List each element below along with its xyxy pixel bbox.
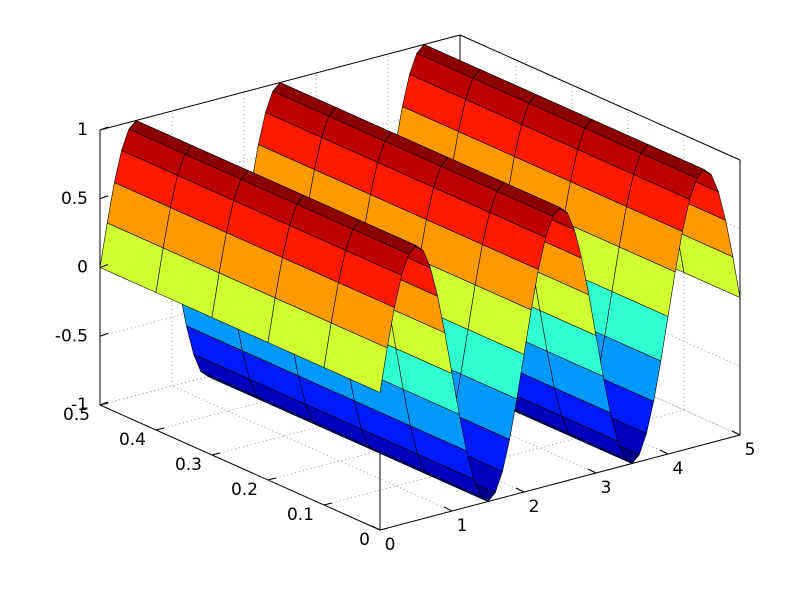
x-tick-label: 2 <box>529 497 540 517</box>
z-tick-label: 0 <box>77 258 88 278</box>
axis-line <box>379 434 741 531</box>
surface-face <box>323 322 388 393</box>
tick-mark <box>515 487 525 493</box>
z-tick-label: 0.5 <box>61 189 88 209</box>
x-tick-label: 0 <box>385 535 396 555</box>
tick-mark <box>99 402 109 406</box>
x-tick-label: 1 <box>457 516 468 536</box>
y-tick-label: 0.2 <box>231 480 258 500</box>
tick-mark <box>731 430 741 436</box>
tick-mark <box>99 195 109 200</box>
tick-mark <box>211 452 221 456</box>
x-tick-label: 5 <box>745 440 756 460</box>
y-tick-label: 0.1 <box>287 505 314 525</box>
tick-mark <box>323 502 333 506</box>
z-tick-label: -0.5 <box>55 326 88 346</box>
x-tick-label: 4 <box>673 459 684 479</box>
y-tick-label: 0.3 <box>175 455 202 475</box>
z-tick-label: -1 <box>71 395 88 415</box>
z-tick-label: 1 <box>77 120 88 140</box>
tick-mark <box>99 264 109 268</box>
y-tick-label: 0.4 <box>119 430 146 450</box>
tick-mark <box>659 449 669 455</box>
y-tick-label: 0.5 <box>63 405 90 425</box>
tick-mark <box>443 506 453 512</box>
tick-mark <box>99 332 109 337</box>
axis-line <box>99 404 381 531</box>
axis-line <box>459 34 741 161</box>
tick-mark <box>379 527 389 531</box>
tick-mark <box>371 525 381 531</box>
tick-mark <box>155 427 165 431</box>
tick-mark <box>267 477 277 481</box>
y-tick-label: 0 <box>359 530 370 550</box>
tick-mark <box>99 126 109 131</box>
tick-mark <box>587 468 597 474</box>
x-tick-label: 3 <box>601 478 612 498</box>
